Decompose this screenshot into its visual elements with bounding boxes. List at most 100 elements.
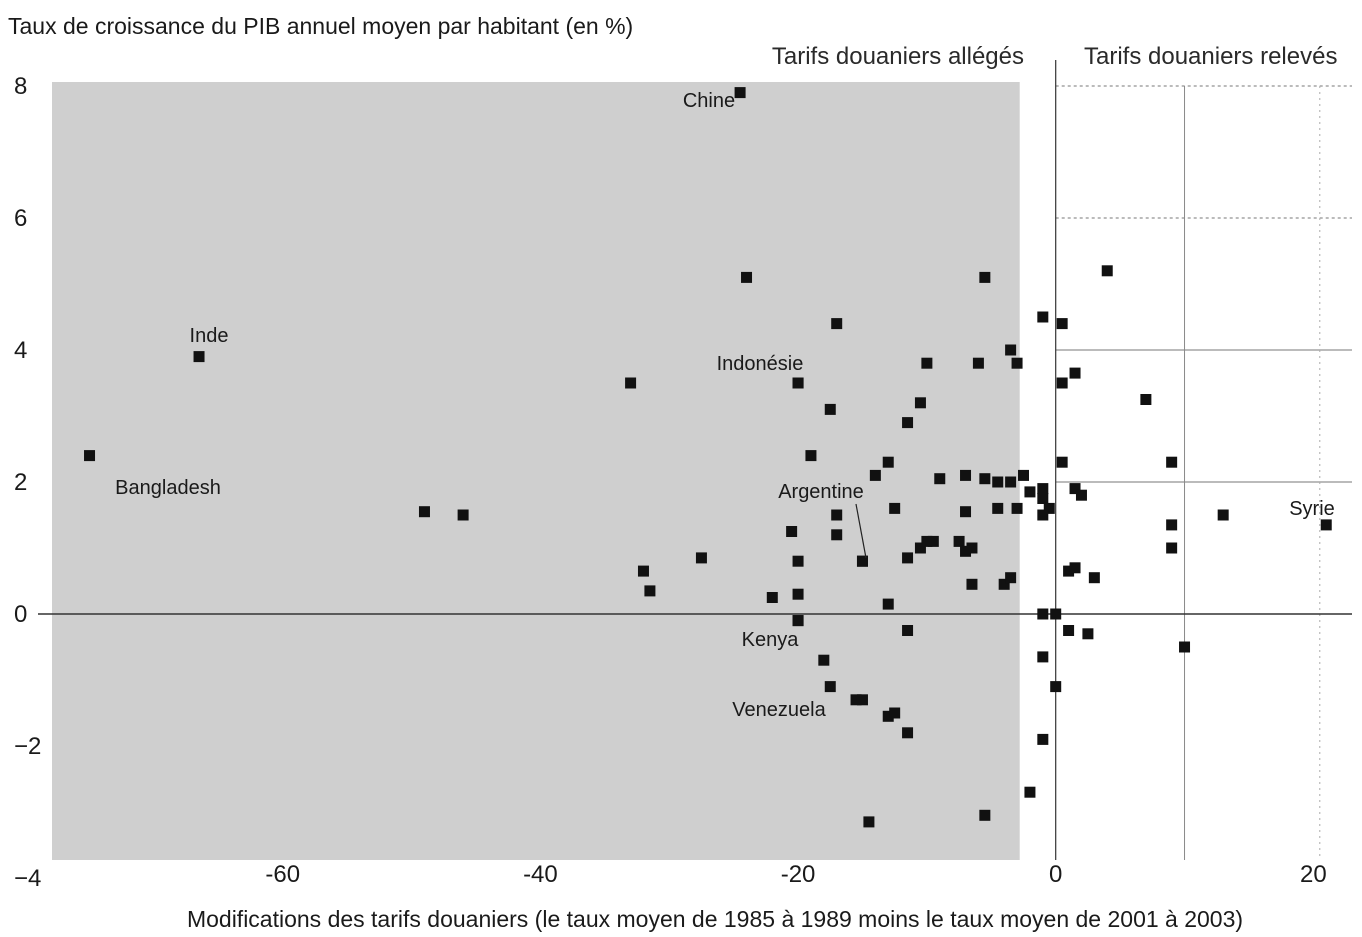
data-point [856,694,868,706]
data-points [84,87,1332,828]
data-point [953,535,965,547]
data-point [1063,565,1075,577]
data-point [1179,641,1191,653]
data-point [979,809,991,821]
data-point [1005,344,1017,356]
data-point [1069,367,1081,379]
data-point [902,552,914,564]
data-point [457,509,469,521]
data-point [889,707,901,719]
data-point [914,542,926,554]
lowered-tariffs-shaded-area [52,82,1020,860]
data-point [792,555,804,567]
data-point [979,271,991,283]
y-tick-label: 2 [14,469,27,496]
data-point [1011,502,1023,514]
data-point [1037,483,1049,495]
data-point [818,654,830,666]
argentine-leader-line [855,503,867,559]
data-point [1088,572,1100,584]
data-point [902,625,914,636]
data-point [882,710,894,722]
point-label-syrie: Syrie [1289,498,1335,520]
data-point [1024,786,1036,798]
data-point [972,357,984,369]
point-label-inde: Inde [190,325,229,347]
x-tick-label: -20 [781,861,816,888]
data-point [882,598,894,610]
data-point-inde [193,351,205,363]
data-point-indonésie [792,377,804,389]
data-point [1037,608,1049,620]
data-point [1024,486,1036,498]
data-point [998,578,1010,590]
data-point [1069,562,1081,574]
data-point [831,509,843,521]
data-point [1037,493,1049,504]
data-point [1050,681,1062,693]
point-labels: Chine Inde Bangladesh Indonésie Argentine Ken… [115,90,1335,721]
data-point [766,592,778,603]
data-point [1056,456,1068,468]
data-point [921,357,933,369]
x-tick-label: 0 [1049,861,1062,888]
data-point [1018,469,1029,481]
data-point [1082,628,1094,640]
y-tick-label: −4 [14,865,41,892]
point-label-bangladesh: Bangladesh [115,477,221,499]
data-point [960,469,972,481]
data-point [1037,651,1049,663]
data-point [625,377,637,389]
shade-rect [52,82,1020,860]
data-point [863,816,875,828]
data-point [637,565,649,577]
data-point [960,506,972,518]
point-label-venezuela: Venezuela [732,699,826,721]
data-point [418,506,430,518]
data-point [889,502,901,514]
data-point [824,681,836,693]
data-point-chine [734,87,746,99]
data-point [1056,318,1068,330]
data-point [792,588,804,600]
y-tick-label: −2 [14,733,41,760]
point-label-chine: Chine [683,90,735,112]
data-point [979,473,991,485]
data-point [1217,509,1229,521]
data-point [786,526,798,537]
data-point [1056,377,1068,389]
x-tick-label: -40 [523,861,558,888]
data-point [1075,489,1087,501]
data-point [1037,733,1049,745]
gridlines [1055,85,1352,860]
data-point [992,502,1004,514]
x-tick-label: -60 [265,861,300,888]
region-label-lowered: Tarifs douaniers allégés [772,43,1024,70]
data-point [921,535,933,547]
data-point [1166,456,1178,468]
data-point-venezuela [850,694,862,706]
point-label-argentine: Argentine [778,481,864,503]
data-point [869,469,881,481]
data-point-syrie [1320,519,1332,531]
data-point [741,271,753,283]
point-label-kenya: Kenya [742,629,800,651]
data-point-kenya [792,615,804,627]
data-point [1166,542,1178,554]
y-tick-label: 0 [14,601,27,628]
data-point [805,450,817,462]
x-tick-label: 20 [1300,861,1327,888]
data-point [992,476,1004,488]
data-point [824,403,836,415]
axes [38,60,1352,860]
y-tick-label: 6 [14,205,27,232]
data-point [831,318,843,330]
point-label-indonésie: Indonésie [717,353,804,375]
data-point [960,545,972,557]
data-point [1005,572,1017,584]
data-point [966,578,978,590]
data-point [902,417,914,429]
data-point [902,727,914,739]
x-axis-title: Modifications des tarifs douaniers (le t… [187,906,1243,932]
